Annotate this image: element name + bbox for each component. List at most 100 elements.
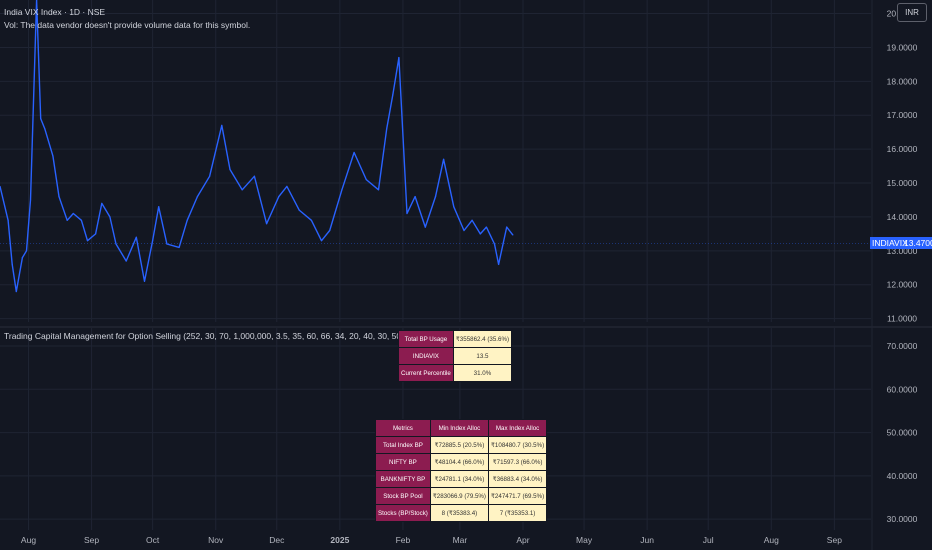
data-point (125, 260, 127, 262)
price-tag-symbol: INDIAVIX (872, 238, 908, 248)
data-point (209, 175, 211, 177)
x-tick-label: Apr (516, 535, 529, 545)
summary-value: ₹355862.4 (35.6%) (452, 330, 513, 348)
data-point (341, 189, 343, 191)
data-point (66, 219, 68, 221)
data-point (265, 223, 268, 225)
data-point (21, 257, 23, 259)
x-tick-label: Oct (146, 535, 160, 545)
data-point (386, 128, 388, 130)
metric-label: BANKNIFTY BP (375, 470, 431, 488)
y-tick-label: 40.0000 (887, 471, 918, 481)
metrics-table: Metrics Min Index Alloc Max Index Alloc … (375, 419, 548, 522)
data-point (463, 229, 465, 232)
x-tick-label: Sep (84, 535, 99, 545)
data-point (485, 226, 487, 228)
data-point (166, 243, 168, 245)
x-tick-label: Aug (764, 535, 779, 545)
data-point (329, 229, 331, 232)
indicator-axis[interactable]: 70.0000 60.0000 50.0000 40.0000 30.0000 (887, 341, 918, 524)
x-tick-label: Jul (703, 535, 714, 545)
data-point (512, 234, 514, 236)
time-axis[interactable]: Aug Sep Oct Nov Dec 2025 Feb Mar Apr May Jun Jul Aug… (21, 535, 842, 545)
last-price-tag: INDIAVIX 13.4700 (870, 237, 932, 249)
y-tick-label: 19.0000 (887, 42, 918, 52)
data-point (101, 202, 103, 204)
table-row: Total BP Usage ₹355862.4 (35.6%) (398, 330, 513, 348)
price-axis[interactable]: 20.000019.000018.000017.000016.000015.00… (887, 9, 918, 324)
metric-label: Stocks (BP/Stock) (375, 504, 431, 522)
data-point (398, 57, 400, 59)
bp-summary-table: Total BP Usage ₹355862.4 (35.6%) INDIAVI… (398, 330, 513, 382)
min-alloc-cell: 8 (₹35383.4) (429, 504, 490, 522)
data-point (506, 226, 508, 228)
table-row: Total Index BP ₹72885.5 (20.5%) ₹108480.… (375, 436, 548, 454)
data-point (109, 216, 111, 218)
data-point (186, 219, 188, 221)
data-point (29, 199, 32, 201)
x-tick-label: 2025 (330, 535, 349, 545)
data-point (15, 290, 17, 293)
data-point (286, 185, 288, 188)
column-header: Metrics (375, 419, 431, 437)
price-tag-value: 13.4700 (904, 238, 932, 248)
data-point (406, 212, 408, 215)
data-point (365, 179, 367, 181)
table-row: BANKNIFTY BP ₹24781.1 (34.0%) ₹36883.4 (… (375, 470, 548, 488)
vix-line[interactable] (0, 0, 514, 293)
vix-series[interactable] (0, 0, 514, 293)
data-point (414, 195, 416, 198)
data-point (152, 240, 154, 242)
data-point (178, 246, 180, 249)
data-point (135, 236, 137, 238)
metric-label: NIFTY BP (375, 453, 431, 471)
x-tick-label: Mar (453, 535, 468, 545)
data-point (40, 118, 42, 120)
y-tick-label: 17.0000 (887, 110, 918, 120)
x-tick-label: Jun (640, 535, 654, 545)
data-point (0, 185, 1, 188)
summary-value: 31.0% (452, 364, 513, 382)
min-alloc-cell: ₹24781.1 (34.0%) (429, 470, 490, 488)
y-tick-label: 12.0000 (887, 280, 918, 290)
y-tick-label: 30.0000 (887, 514, 918, 524)
data-point (7, 219, 9, 221)
data-point (479, 233, 481, 235)
data-point (424, 226, 426, 228)
x-tick-label: Aug (21, 535, 36, 545)
data-point (115, 243, 117, 245)
data-point (221, 124, 223, 127)
data-point (320, 240, 323, 242)
y-tick-label: 11.0000 (887, 314, 917, 324)
indicator-label[interactable]: Trading Capital Management for Option Se… (4, 331, 429, 341)
summary-label: INDIAVIX (398, 347, 454, 365)
y-tick-label: 70.0000 (887, 341, 918, 351)
x-tick-label: May (576, 535, 593, 545)
currency-button[interactable]: INR (897, 3, 927, 22)
y-tick-label: 13.0000 (887, 246, 918, 256)
min-alloc-cell: ₹72885.5 (20.5%) (429, 436, 490, 454)
y-tick-label: 14.0000 (887, 212, 918, 222)
data-point (25, 250, 28, 252)
data-point (58, 195, 60, 198)
table-row: Stocks (BP/Stock) 8 (₹35383.4) 7 (₹35353… (375, 504, 548, 522)
data-point (11, 263, 13, 265)
data-point (353, 151, 355, 154)
table-row: Current Percentile 31.0% (398, 364, 513, 382)
data-point (143, 280, 146, 282)
summary-value: 13.5 (452, 347, 513, 365)
x-tick-label: Nov (208, 535, 224, 545)
data-point (392, 94, 394, 96)
max-alloc-cell: ₹108480.7 (30.5%) (487, 436, 548, 454)
summary-label: Current Percentile (398, 364, 454, 382)
metric-label: Total Index BP (375, 436, 431, 454)
data-point (80, 219, 83, 221)
table-row: NIFTY BP ₹48104.4 (66.0%) ₹71597.3 (66.0… (375, 453, 548, 471)
data-point (158, 206, 160, 208)
data-point (497, 263, 500, 265)
max-alloc-cell: 7 (₹35353.1) (487, 504, 548, 522)
data-point (453, 206, 455, 208)
chart-title: India VIX Index · 1D · NSE (4, 7, 106, 17)
max-alloc-cell: ₹247471.7 (69.5%) (487, 487, 548, 505)
